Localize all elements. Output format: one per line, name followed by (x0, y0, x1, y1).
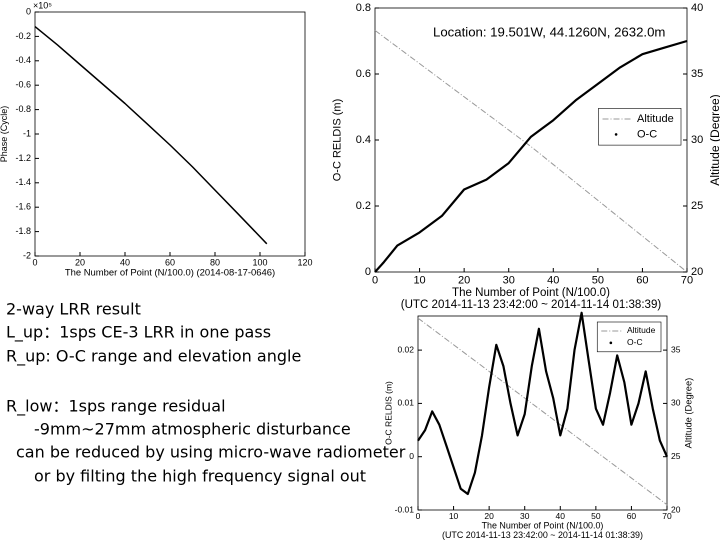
x-tick-label: 70 (662, 511, 672, 521)
y2-tick-label: 25 (691, 200, 703, 212)
x-tick-label: 10 (413, 275, 425, 287)
legend-box (598, 108, 682, 146)
note: can be reduced by using micro-wave radio… (16, 443, 406, 462)
y2-tick-label: 35 (691, 68, 703, 80)
x-tick-label: 10 (449, 511, 459, 521)
y-tick-label: -1.2 (15, 153, 31, 163)
note: -9mm~27mm atmospheric disturbance (34, 420, 351, 439)
x-axis-label: (UTC 2014-11-13 23:42:00 ~ 2014-11-14 01… (442, 530, 643, 540)
y-tick-label: 0 (26, 6, 31, 16)
y-tick-label: -0.6 (15, 80, 31, 90)
x-tick-label: 30 (503, 275, 515, 287)
plot-frame (34, 11, 306, 257)
x-tick-label: 20 (75, 258, 85, 268)
y-tick-label: -2 (23, 250, 31, 260)
y-tick-label: 0.8 (356, 2, 371, 14)
x-tick-label: 30 (520, 511, 530, 521)
y-tick-label: -1 (23, 128, 31, 138)
x-tick-label: 100 (252, 258, 267, 268)
series-line (34, 26, 268, 245)
y2-tick-label: 30 (671, 398, 681, 408)
y-tick-label: 0 (365, 266, 371, 278)
x-tick-label: 40 (547, 275, 559, 287)
x-tick-label: 80 (210, 258, 220, 268)
y-tick-label: -0.4 (15, 55, 31, 65)
note: R_up: O-C range and elevation angle (6, 347, 301, 367)
y2-tick-label: 20 (671, 504, 681, 514)
y-axis-label: O-C RELDIS (m) (383, 381, 393, 445)
y2-tick-label: 25 (671, 451, 681, 461)
y2-tick-label: 40 (691, 2, 703, 14)
y2-tick-label: 35 (671, 344, 681, 354)
y-tick-label: -1.4 (15, 177, 31, 187)
series-line (374, 29, 688, 273)
note: R_low：1sps range residual (6, 397, 226, 417)
y-tick-label: -0.2 (15, 31, 31, 41)
x-tick-label: 40 (120, 258, 130, 268)
x-tick-label: 120 (297, 258, 312, 268)
x-tick-label: 50 (591, 511, 601, 521)
legend-swatch (614, 133, 618, 136)
series-line (374, 39, 688, 273)
y2-tick-label: 30 (691, 134, 703, 146)
legend-label: O-C (627, 337, 643, 347)
legend-label: Altitude (637, 113, 674, 125)
y-tick-label: 0.6 (356, 68, 371, 80)
x-axis-label: The Number of Point (N/100.0) (482, 521, 604, 531)
legend-label: O-C (637, 128, 657, 140)
x-tick-label: 70 (681, 275, 693, 287)
y-tick-label: -0.01 (395, 504, 415, 514)
x-tick-label: 20 (458, 275, 470, 287)
x-tick-label: 60 (636, 275, 648, 287)
y-tick-label: 0.02 (397, 344, 414, 354)
y-tick-label: 0.01 (397, 398, 414, 408)
y-tick-label: 0 (409, 451, 414, 461)
y2-axis-label: Altitude (Degree) (708, 94, 720, 185)
x-tick-label: 50 (592, 275, 604, 287)
series-line (417, 311, 669, 496)
x-tick-label: 0 (32, 258, 37, 268)
x-tick-label: 60 (165, 258, 175, 268)
y-axis-label: O-C RELDIS (m) (332, 99, 344, 182)
legend-label: Altitude (627, 325, 656, 335)
x-tick-label: 0 (372, 275, 378, 287)
y-tick-label: -1.6 (15, 202, 31, 212)
note: or by filting the high frequency signal … (34, 467, 366, 486)
note: 2-way LRR result (6, 300, 141, 319)
x-tick-label: 0 (416, 511, 421, 521)
note: L_up：1sps CE-3 LRR in one pass (6, 323, 271, 343)
y-multiplier: ×10⁵ (33, 0, 52, 10)
x-tick-label: 40 (556, 511, 566, 521)
y-tick-label: 0.2 (356, 200, 371, 212)
x-axis-label: (UTC 2014-11-13 23:42:00 ~ 2014-11-14 01… (401, 299, 662, 311)
x-tick-label: 60 (627, 511, 637, 521)
y2-tick-label: 20 (691, 266, 703, 278)
legend-box (596, 321, 662, 353)
y-axis-label: Phase (Cycle) (0, 106, 9, 163)
y-tick-label: -1.8 (15, 226, 31, 236)
y-tick-label: -0.8 (15, 104, 31, 114)
x-axis-label: The Number of Point (N/100.0) (452, 287, 610, 299)
x-tick-label: 20 (484, 511, 494, 521)
legend-swatch (609, 341, 613, 345)
x-axis-label: The Number of Point (N/100.0) (2014-08-1… (65, 268, 275, 279)
y2-axis-label: Altitude (Degree) (684, 378, 694, 449)
y-tick-label: 0.4 (356, 134, 371, 146)
series-line (417, 317, 668, 506)
chart-title: Location: 19.501W, 44.1260N, 2632.0m (433, 24, 665, 39)
